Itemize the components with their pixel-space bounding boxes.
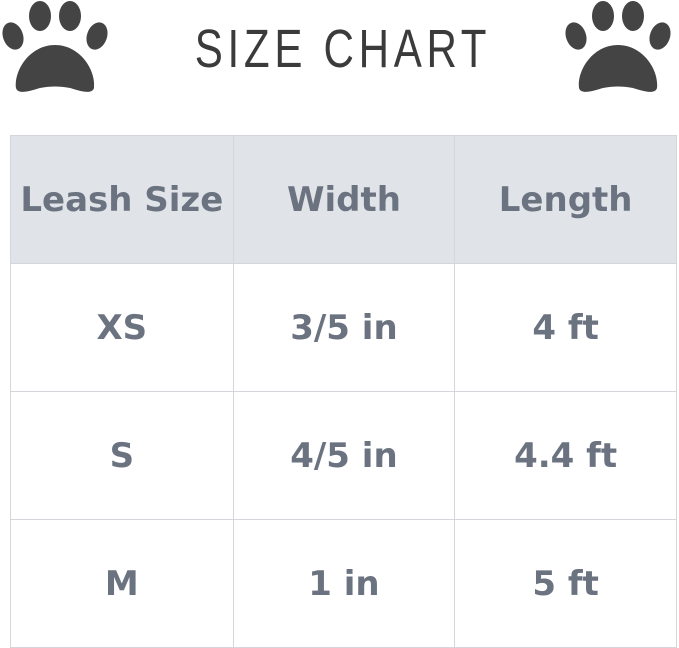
page-title: SIZE CHART — [194, 19, 492, 79]
table-row: M 1 in 5 ft — [10, 519, 677, 648]
paw-print-icon — [565, 1, 671, 92]
cell-width: 3/5 in — [232, 263, 456, 392]
cell-length: 5 ft — [454, 519, 677, 648]
cell-length: 4.4 ft — [454, 391, 677, 520]
header-leash-size: Leash Size — [10, 135, 234, 264]
cell-width: 1 in — [232, 519, 456, 648]
header-length: Length — [454, 135, 677, 264]
cell-size: S — [10, 391, 234, 520]
header-width: Width — [232, 135, 456, 264]
size-chart-table: Leash Size Width Length XS 3/5 in 4 ft S… — [10, 135, 677, 648]
table-row: S 4/5 in 4.4 ft — [10, 391, 677, 520]
paw-print-icon — [2, 1, 108, 92]
cell-size: M — [10, 519, 234, 648]
cell-size: XS — [10, 263, 234, 392]
table-header-row: Leash Size Width Length — [10, 135, 677, 264]
cell-length: 4 ft — [454, 263, 677, 392]
cell-width: 4/5 in — [232, 391, 456, 520]
table-row: XS 3/5 in 4 ft — [10, 263, 677, 392]
